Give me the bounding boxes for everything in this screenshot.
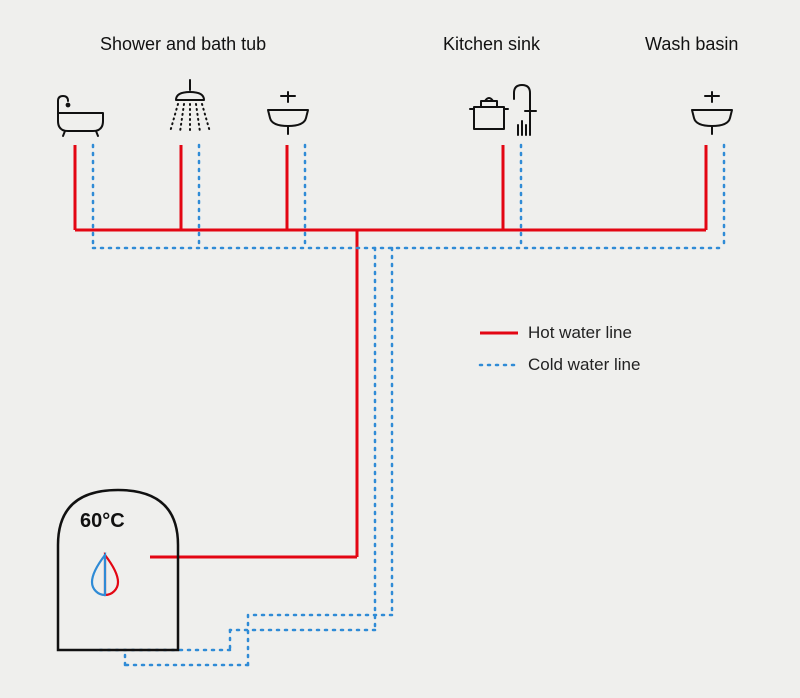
cold-water-lines bbox=[93, 145, 724, 665]
diagram-stage: Shower and bath tub Kitchen sink Wash ba… bbox=[0, 0, 800, 698]
kitchen-sink-icon bbox=[470, 85, 536, 135]
bathtub-icon bbox=[58, 96, 103, 136]
boiler-icon bbox=[58, 490, 178, 650]
hot-water-lines bbox=[75, 145, 706, 557]
wash-basin-icon bbox=[692, 92, 732, 134]
pipes-svg bbox=[0, 0, 800, 698]
shower-icon bbox=[170, 80, 210, 132]
basin-icon bbox=[268, 92, 308, 134]
